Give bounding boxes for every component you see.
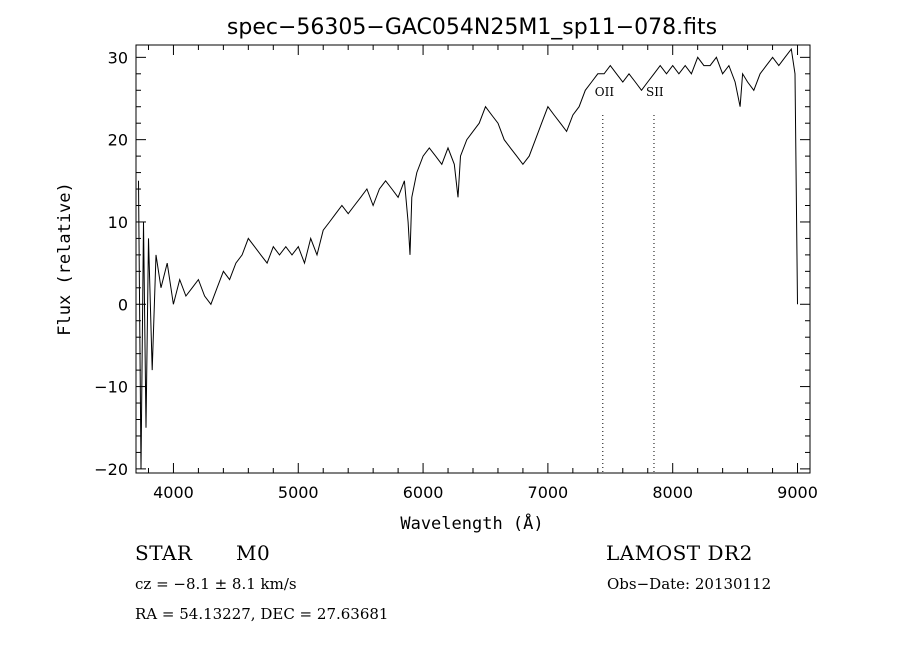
y-tick-label: 10 (108, 213, 128, 232)
annotation-label: OII (595, 85, 615, 99)
survey-label: LAMOST DR2 (606, 541, 753, 565)
y-axis-label: Flux (relative) (55, 182, 75, 336)
y-tick-label: 0 (118, 295, 128, 314)
x-tick-label: 7000 (528, 483, 569, 502)
annotation-label: SII (646, 85, 664, 99)
x-tick-label: 9000 (777, 483, 818, 502)
object-class-label: STAR (135, 541, 193, 565)
x-tick-label: 6000 (403, 483, 444, 502)
y-axis-ticks: −20 −10 0 10 20 30 (94, 48, 810, 479)
x-tick-label: 5000 (278, 483, 319, 502)
coordinates-value: RA = 54.13227, DEC = 27.63681 (135, 605, 389, 623)
obs-date-value: Obs−Date: 20130112 (607, 575, 772, 593)
y-tick-label: −10 (94, 378, 128, 397)
y-tick-label: −20 (94, 460, 128, 479)
y-tick-label: 30 (108, 48, 128, 67)
y-tick-label: 20 (108, 131, 128, 150)
x-axis-label: Wavelength (Å) (400, 512, 543, 534)
spectrum-line (138, 47, 798, 469)
x-axis-ticks: 4000 5000 6000 7000 8000 9000 (147, 45, 818, 502)
cz-value: cz = −8.1 ± 8.1 km/s (135, 575, 297, 593)
plot-frame (135, 44, 811, 474)
x-tick-label: 8000 (652, 483, 693, 502)
x-tick-label: 4000 (153, 483, 194, 502)
chart-title: spec−56305−GAC054N25M1_sp11−078.fits (227, 15, 717, 40)
line-annotations: OII SII (595, 85, 664, 473)
object-subclass-label: M0 (236, 541, 271, 565)
